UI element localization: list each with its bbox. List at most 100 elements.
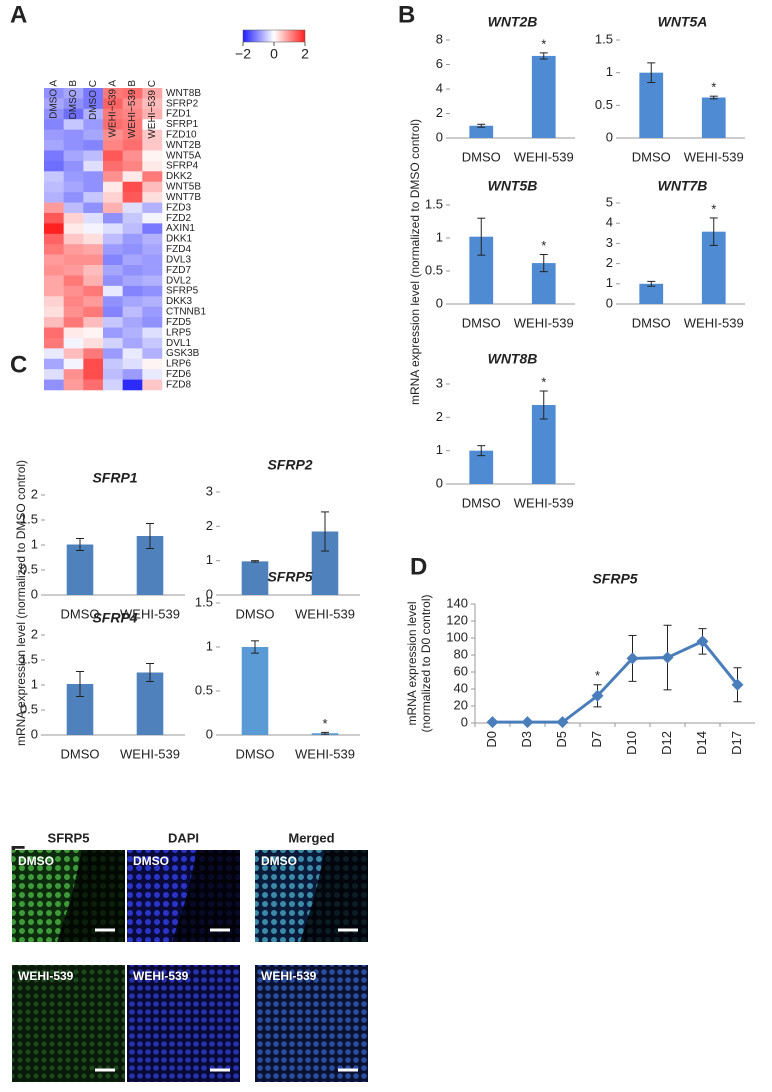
y-tick-label: 0 bbox=[31, 586, 38, 601]
error-bar bbox=[76, 671, 84, 697]
heatmap-cell bbox=[44, 254, 64, 266]
bar bbox=[241, 647, 269, 735]
x-tick-label: DMSO bbox=[632, 149, 671, 164]
heatmap-cell bbox=[63, 327, 84, 339]
heatmap-cell bbox=[44, 317, 64, 328]
heatmap-cell bbox=[142, 233, 163, 245]
heatmap-cell bbox=[103, 265, 123, 276]
heatmap-cell bbox=[83, 358, 104, 370]
row-label: DKK3 bbox=[166, 296, 193, 307]
chart-title: WNT8B bbox=[488, 351, 538, 367]
heatmap-cell bbox=[142, 108, 163, 120]
heatmap-cell bbox=[122, 202, 143, 214]
heatmap-cell bbox=[63, 160, 84, 172]
y-axis-label: (normalized to D0 control) bbox=[419, 594, 433, 732]
colorbar bbox=[242, 29, 306, 43]
chart-title: SFRP1 bbox=[92, 470, 137, 486]
y-tick-label: 0 bbox=[606, 295, 613, 310]
chart-title: SFRP4 bbox=[92, 610, 137, 626]
heatmap-cell bbox=[83, 369, 104, 380]
marker bbox=[556, 716, 569, 729]
row-label: SFRP4 bbox=[166, 161, 199, 172]
row-label: FZD5 bbox=[166, 317, 191, 328]
row-label: SFRP2 bbox=[166, 98, 199, 109]
y-tick-label: 60 bbox=[454, 663, 468, 678]
heatmap-cell bbox=[122, 327, 143, 339]
heatmap-cell bbox=[44, 88, 64, 99]
heatmap-cell bbox=[103, 244, 123, 255]
bar bbox=[639, 72, 664, 138]
error-bar bbox=[647, 280, 656, 287]
row-label: AXIN1 bbox=[166, 223, 195, 234]
row-label: GSK3B bbox=[166, 348, 200, 359]
heatmap-cell bbox=[142, 244, 163, 255]
heatmap-cell bbox=[103, 160, 123, 172]
heatmap-cell bbox=[103, 348, 123, 360]
heatmap-cell bbox=[142, 140, 163, 151]
y-tick-label: 1.5 bbox=[20, 651, 38, 666]
y-tick-label: 1 bbox=[436, 229, 443, 244]
x-tick-label: D12 bbox=[659, 731, 674, 755]
heatmap-cell bbox=[142, 327, 163, 339]
dark-region bbox=[172, 850, 240, 942]
bar bbox=[531, 263, 556, 304]
heatmap-cell bbox=[83, 348, 104, 360]
x-tick-label: D5 bbox=[554, 731, 569, 748]
heatmap-cell bbox=[63, 192, 84, 203]
y-tick-label: 0.5 bbox=[595, 97, 613, 112]
heatmap-cell bbox=[142, 296, 163, 307]
heatmap-cell bbox=[63, 233, 84, 245]
heatmap-cell bbox=[44, 369, 64, 380]
heatmap-cell bbox=[63, 202, 84, 214]
y-tick-label: 2 bbox=[206, 518, 213, 533]
chart-title: SFRP5 bbox=[592, 571, 637, 587]
heatmap-cell bbox=[122, 337, 143, 349]
x-tick-label: WEHI-539 bbox=[684, 149, 744, 164]
y-tick-label: 2 bbox=[436, 105, 443, 120]
micrograph bbox=[12, 965, 125, 1082]
heatmap-cell bbox=[103, 150, 123, 162]
heatmap-cell bbox=[63, 129, 84, 141]
heatmap-cell bbox=[122, 223, 143, 235]
heatmap-cell bbox=[63, 212, 84, 224]
heatmap-cell bbox=[44, 275, 64, 287]
y-tick-label: 20 bbox=[454, 697, 468, 712]
marker bbox=[486, 716, 499, 729]
chart-title: WNT2B bbox=[488, 14, 538, 30]
column-label: DMSO C bbox=[88, 80, 99, 120]
chart-title: SFRP2 bbox=[267, 457, 312, 473]
colorbar-tick-label: −2 bbox=[235, 46, 251, 62]
heatmap-cell bbox=[83, 140, 104, 151]
x-tick-label: WEHI-539 bbox=[684, 315, 744, 330]
heatmap-cell bbox=[122, 275, 143, 287]
bar bbox=[701, 97, 726, 138]
dark-region bbox=[300, 850, 368, 942]
heatmap-cell bbox=[83, 98, 104, 110]
panel-label: A bbox=[10, 1, 27, 28]
image-label: DMSO bbox=[18, 854, 54, 868]
y-tick-label: 5 bbox=[606, 194, 613, 209]
bar bbox=[531, 55, 556, 138]
column-label: WEHI−539 C bbox=[147, 80, 158, 139]
error-bar bbox=[146, 523, 154, 549]
heatmap-cell bbox=[122, 171, 143, 183]
image-label: WEHI-539 bbox=[261, 969, 317, 983]
heatmap-cell bbox=[44, 202, 64, 214]
heatmap-cell bbox=[44, 160, 64, 172]
chart-title: SFRP5 bbox=[267, 569, 312, 585]
y-tick-label: 0.5 bbox=[195, 682, 213, 697]
heatmap-cell bbox=[103, 119, 123, 130]
heatmap-cell bbox=[44, 233, 64, 245]
error-bar bbox=[146, 663, 154, 682]
row-label: WNT8B bbox=[166, 88, 201, 99]
heatmap-cell bbox=[44, 379, 64, 391]
heatmap-cell bbox=[142, 88, 163, 99]
heatmap-cell bbox=[44, 181, 64, 193]
significance-mark: * bbox=[595, 668, 600, 683]
heatmap-cell bbox=[63, 337, 84, 349]
row-label: FZD7 bbox=[166, 265, 191, 276]
heatmap-cell bbox=[122, 379, 143, 391]
marker bbox=[591, 689, 604, 702]
x-tick-label: WEHI-539 bbox=[514, 149, 574, 164]
